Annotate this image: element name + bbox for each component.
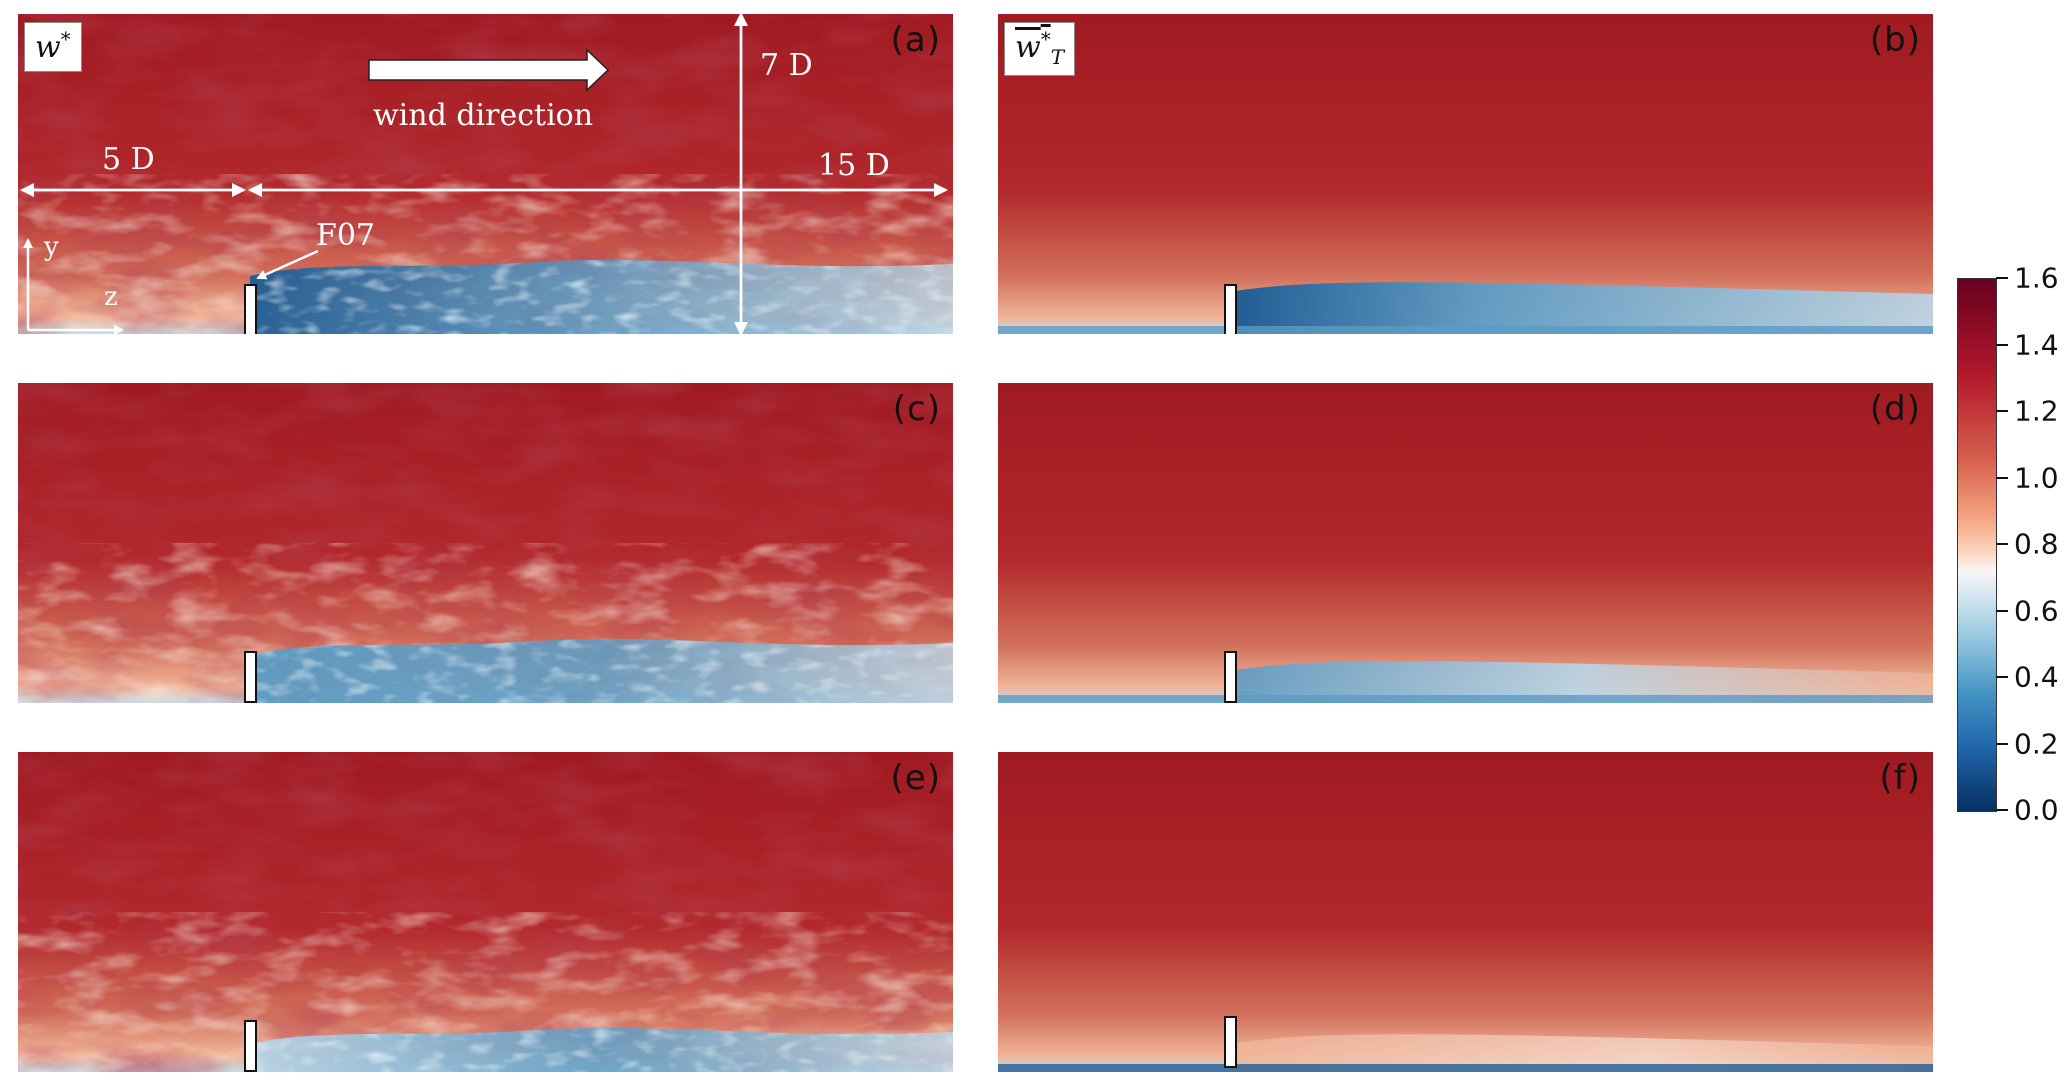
panel-label: (f) [1879,758,1921,798]
colorbar-tick-label: 1.6 [2014,261,2059,295]
wind-direction-arrow [368,48,610,92]
quantity-symbol: w [1015,30,1041,65]
quantity-superscript: * [1040,27,1051,51]
upstream-length-label: 5 D [102,142,155,177]
colorbar-tick [1996,809,2008,811]
panel-e: (e) [18,752,953,1072]
colorbar-tick-label: 0.4 [2014,660,2059,694]
colorbar-tick [1996,476,2008,479]
colorbar-tick-label: 0.0 [2014,793,2059,827]
turbine-leader-line [256,249,319,280]
panel-label: (a) [890,20,941,60]
turbine-marker [1224,284,1237,334]
colorbar-tick [1996,609,2008,612]
turbine-marker [244,651,257,703]
turbine-marker [244,284,257,334]
panel-c: (c) [18,383,953,703]
colorbar-tick [1996,343,2008,346]
colorbar-gradient [1958,279,1996,811]
velocity-field-c [18,383,953,703]
wind-direction-label: wind direction [373,98,594,133]
colorbar-tick-label: 0.8 [2014,527,2059,561]
panel-label: (c) [892,389,941,429]
colorbar-tick [1996,410,2008,412]
colorbar-tick [1996,277,2008,279]
height-label: 7 D [760,48,813,83]
colorbar-tick [1996,742,2008,745]
quantity-superscript: * [60,27,71,51]
velocity-field-f [998,752,1933,1072]
panel-label: (b) [1869,20,1921,60]
quantity-symbol: w [35,30,61,65]
colorbar-tick-label: 1.4 [2014,328,2059,361]
velocity-field-e [18,752,953,1072]
velocity-field-d [998,383,1933,703]
panel-label: (e) [890,758,941,798]
y-axis-label: y [44,232,59,262]
turbine-marker [1224,651,1237,703]
velocity-field-b [998,14,1933,334]
colorbar-tick-label: 0.6 [2014,594,2059,627]
downstream-length-label: 15 D [818,148,890,183]
panel-f: (f) [998,752,1933,1072]
quantity-subscript: T [1050,45,1065,69]
panel-b: w*T (b) [998,14,1933,334]
quantity-label-instantaneous: w* [24,22,82,72]
colorbar-tick-label: 1.2 [2014,394,2059,428]
colorbar-tick-label: 0.2 [2014,727,2059,760]
colorbar-tick [1996,676,2008,678]
turbine-marker [244,1020,257,1072]
quantity-label-mean: w*T [1004,22,1076,76]
turbine-name-label: F07 [316,218,375,253]
z-axis-label: z [104,282,118,312]
turbine-marker [1224,1016,1237,1068]
colorbar-tick [1996,543,2008,545]
panel-label: (d) [1869,389,1921,429]
colorbar-tick-label: 1.0 [2014,461,2059,494]
colorbar [1957,278,1997,812]
panel-d: (d) [998,383,1933,703]
